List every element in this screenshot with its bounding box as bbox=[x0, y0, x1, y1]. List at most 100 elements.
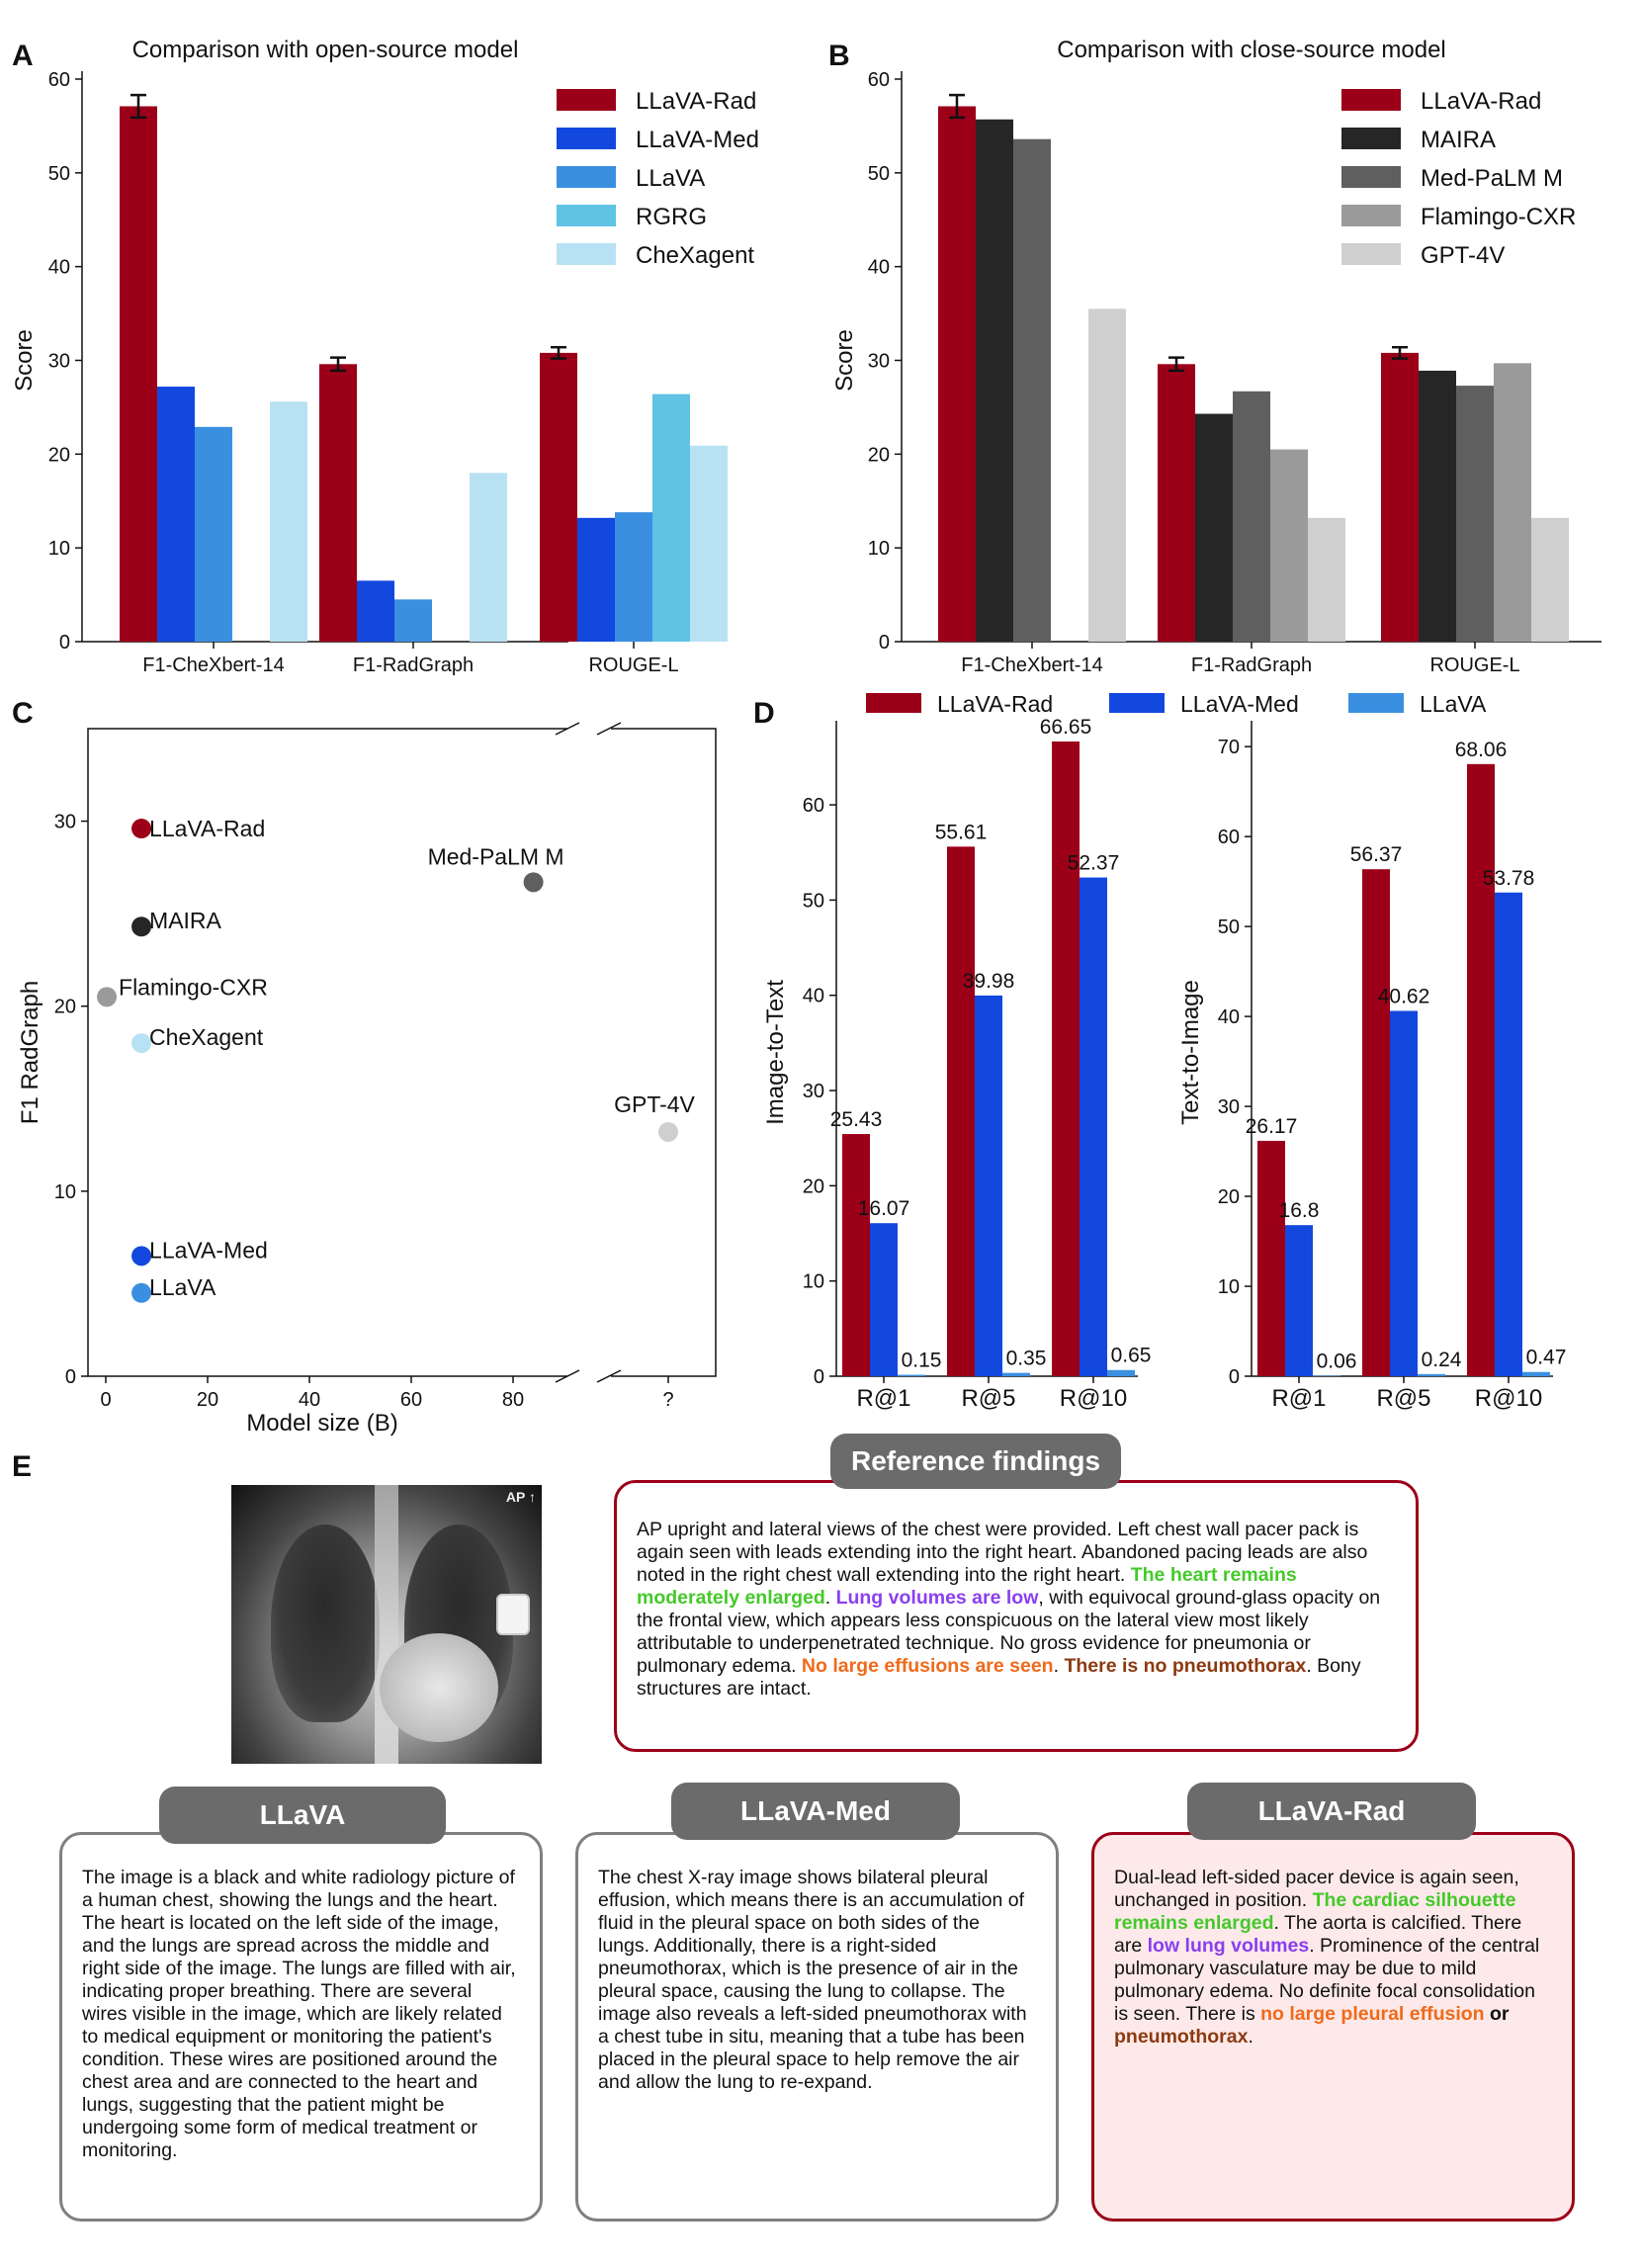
legend-swatch bbox=[1341, 128, 1401, 149]
x-axis-label: Model size (B) bbox=[246, 1410, 397, 1437]
scatter-frame bbox=[87, 728, 717, 1377]
y-tick-label: 30 bbox=[48, 351, 70, 373]
data-label: 0.35 bbox=[1006, 1348, 1047, 1370]
scatter-point bbox=[658, 1121, 678, 1142]
y-axis-label: Score bbox=[11, 329, 38, 392]
bar bbox=[975, 995, 1002, 1376]
legend-label: LLaVA-Rad bbox=[636, 88, 756, 115]
axis-break-mark bbox=[555, 1369, 580, 1383]
y-tick-label: 20 bbox=[1218, 1186, 1240, 1208]
text-segment: or bbox=[1484, 2003, 1510, 2025]
panel-label-b: B bbox=[828, 40, 850, 72]
legend-swatch bbox=[557, 128, 616, 149]
legend-swatch bbox=[557, 166, 616, 188]
legend-label: CheXagent bbox=[636, 242, 754, 269]
y-tick-label: 10 bbox=[803, 1271, 824, 1293]
scatter-point bbox=[131, 1246, 152, 1266]
text-segment: pneumothorax bbox=[1114, 2026, 1249, 2048]
text-segment: There is no pneumothorax bbox=[1064, 1655, 1307, 1677]
x-tick-label: R@1 bbox=[1271, 1385, 1326, 1412]
bar bbox=[652, 393, 690, 642]
point-label: LLaVA-Med bbox=[149, 1237, 268, 1263]
legend-swatch bbox=[557, 89, 616, 111]
legend-label: Flamingo-CXR bbox=[1421, 204, 1576, 230]
bar bbox=[898, 1374, 925, 1376]
llava-med-output-text: The chest X-ray image shows bilateral pl… bbox=[598, 1867, 1027, 2093]
y-tick-label: 40 bbox=[868, 257, 890, 279]
x-tick-label: 0 bbox=[100, 1389, 111, 1411]
x-tick-label: 60 bbox=[400, 1389, 422, 1411]
data-label: 68.06 bbox=[1455, 739, 1508, 761]
bar bbox=[938, 106, 976, 643]
y-tick-label: 30 bbox=[54, 812, 76, 833]
bar bbox=[319, 364, 357, 642]
x-tick-label: F1-CheXbert-14 bbox=[142, 654, 284, 676]
panel-label-e: E bbox=[12, 1450, 33, 1483]
x-tick-label: R@10 bbox=[1060, 1385, 1127, 1412]
y-tick-label: 20 bbox=[48, 444, 70, 466]
llava-rad-output-text: Dual-lead left-sided pacer device is aga… bbox=[1114, 1867, 1539, 2048]
bar bbox=[947, 846, 975, 1376]
data-label: 52.37 bbox=[1068, 852, 1120, 875]
legend-label: Med-PaLM M bbox=[1421, 165, 1563, 192]
point-label: LLaVA-Rad bbox=[149, 816, 265, 841]
x-tick-label: 20 bbox=[197, 1389, 218, 1411]
bar bbox=[1419, 370, 1456, 642]
legend-label: LLaVA bbox=[1420, 691, 1487, 717]
y-tick-label: 60 bbox=[1218, 827, 1240, 848]
bar bbox=[1158, 364, 1195, 642]
legend-label: RGRG bbox=[636, 204, 707, 230]
xray-marker: AP ↑ bbox=[505, 1489, 536, 1505]
bar bbox=[690, 445, 728, 642]
scatter-point bbox=[131, 819, 152, 839]
llava-title: LLaVA bbox=[159, 1787, 446, 1844]
legend-swatch bbox=[1341, 166, 1401, 188]
legend-swatch bbox=[557, 243, 616, 265]
data-label: 55.61 bbox=[935, 821, 988, 843]
text-segment: . bbox=[1248, 2026, 1253, 2048]
text-segment: The heart remains moderately enlarged bbox=[637, 1564, 1297, 1609]
scatter-point bbox=[523, 872, 544, 893]
y-tick-label: 40 bbox=[48, 257, 70, 279]
panel-label-c: C bbox=[12, 697, 34, 730]
point-label: Med-PaLM M bbox=[428, 843, 564, 869]
bar bbox=[1088, 308, 1126, 642]
y-tick-label: 0 bbox=[814, 1366, 824, 1388]
y-tick-label: 40 bbox=[1218, 1006, 1240, 1028]
x-tick-label: R@1 bbox=[856, 1385, 910, 1412]
bar bbox=[1013, 138, 1051, 642]
x-tick-label: 80 bbox=[502, 1389, 524, 1411]
y-tick-label: 0 bbox=[65, 1366, 76, 1388]
y-tick-label: 60 bbox=[803, 795, 824, 817]
y-tick-label: 40 bbox=[803, 986, 824, 1007]
legend-swatch bbox=[1348, 693, 1404, 713]
bar bbox=[1313, 1375, 1340, 1376]
data-label: 0.65 bbox=[1111, 1345, 1152, 1367]
bar bbox=[157, 387, 195, 642]
chest-xray-image: AP ↑ bbox=[231, 1485, 542, 1764]
bar bbox=[394, 599, 432, 642]
text-segment: . bbox=[1053, 1655, 1065, 1677]
axis-break-gap bbox=[567, 1370, 611, 1382]
x-tick-label: F1-RadGraph bbox=[1191, 654, 1312, 676]
legend-label: LLaVA-Med bbox=[1180, 691, 1299, 717]
y-tick-label: 20 bbox=[868, 444, 890, 466]
legend-swatch bbox=[1341, 89, 1401, 111]
reference-findings-box: AP upright and lateral views of the ches… bbox=[614, 1480, 1419, 1752]
bar bbox=[1195, 413, 1233, 642]
x-tick-label: 40 bbox=[299, 1389, 320, 1411]
bar bbox=[577, 517, 615, 642]
data-label: 56.37 bbox=[1350, 843, 1403, 866]
reference-findings-title: Reference findings bbox=[830, 1434, 1121, 1489]
y-tick-label: 10 bbox=[868, 538, 890, 560]
bar bbox=[540, 352, 577, 642]
y-tick-label: 20 bbox=[803, 1176, 824, 1197]
panel-label-d: D bbox=[753, 697, 775, 730]
x-tick-label: F1-CheXbert-14 bbox=[961, 654, 1102, 676]
y-tick-label: 10 bbox=[1218, 1276, 1240, 1298]
llava-med-output-box: The chest X-ray image shows bilateral pl… bbox=[575, 1832, 1059, 2222]
y-axis-label: F1 RadGraph bbox=[17, 981, 43, 1124]
y-tick-label: 50 bbox=[48, 163, 70, 185]
scatter-point bbox=[131, 1282, 152, 1303]
legend-label: MAIRA bbox=[1421, 127, 1496, 153]
